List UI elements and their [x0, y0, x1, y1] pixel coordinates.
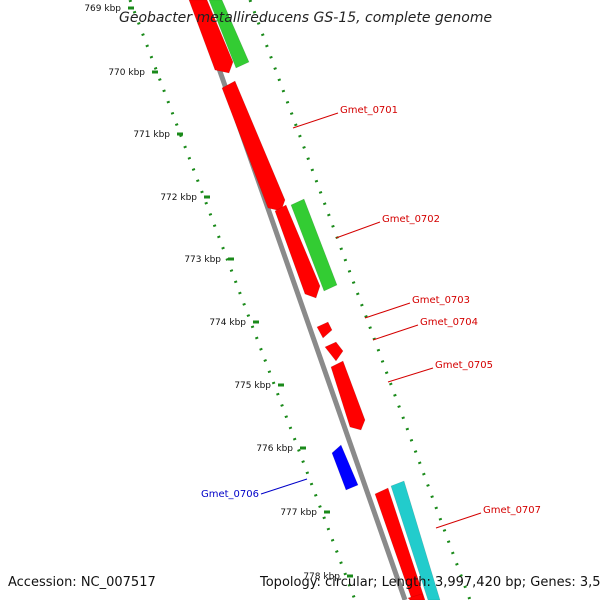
leader-line: [387, 367, 434, 383]
gene-label-text: Gmet_0703: [412, 295, 470, 306]
gene-label-text: Gmet_0702: [382, 214, 440, 225]
gene-arrow-forward: [330, 360, 366, 431]
gene-arrow-forward: [221, 80, 286, 212]
tick-label: 775 kbp: [234, 381, 271, 391]
gene-arrow-forward: [316, 321, 333, 339]
tick-label: 772 kbp: [160, 193, 197, 203]
leader-line: [292, 112, 339, 129]
gene-labels: Gmet_0701 Gmet_0702 Gmet_0703 Gmet_0704 Gmet…: [201, 105, 541, 529]
leader-line: [372, 324, 419, 341]
tick-label: 774 kbp: [209, 318, 246, 328]
genome-summary-text: Topology: circular; Length: 3,997,420 bp…: [260, 575, 600, 590]
genome-title: Geobacter metallireducens GS-15, complet…: [119, 10, 493, 26]
gene-label-gmet_0703[interactable]: Gmet_0703: [364, 295, 470, 319]
scale-ticks: 769 kbp 770 kbp 771 kbp 772 kbp 773 kbp 774 k…: [84, 4, 353, 582]
tick-label: 777 kbp: [280, 508, 317, 518]
gene-label-text: Gmet_0707: [483, 505, 541, 516]
gene-label-text: Gmet_0706: [201, 489, 259, 500]
gene-label-gmet_0707[interactable]: Gmet_0707: [435, 505, 541, 529]
gene-label-gmet_0704[interactable]: Gmet_0704: [372, 317, 478, 341]
leader-line: [435, 512, 482, 529]
gene-arrow-forward: [324, 341, 344, 362]
leader-line: [335, 221, 381, 239]
gene-arrow-forward: [188, 0, 234, 74]
tick-label: 770 kbp: [108, 68, 145, 78]
tick-label: 771 kbp: [133, 130, 170, 140]
leader-line: [364, 302, 411, 319]
gene-arrow-forward: [374, 487, 426, 600]
gene-label-gmet_0701[interactable]: Gmet_0701: [292, 105, 398, 129]
gene-label-text: Gmet_0704: [420, 317, 478, 328]
gene-label-gmet_0706[interactable]: Gmet_0706: [201, 478, 308, 500]
gene-label-text: Gmet_0701: [340, 105, 398, 116]
gene-arrow-forward: [407, 593, 424, 600]
cyan-feature: [390, 480, 441, 600]
tick-label: 776 kbp: [256, 444, 293, 454]
tick-label: 769 kbp: [84, 4, 121, 14]
accession-text: Accession: NC_007517: [8, 575, 156, 590]
gene-label-text: Gmet_0705: [435, 360, 493, 371]
inner-dotted-track: [128, 0, 357, 600]
green-feature: [290, 198, 338, 292]
gene-label-gmet_0705[interactable]: Gmet_0705: [387, 360, 493, 383]
gene-label-gmet_0702[interactable]: Gmet_0702: [335, 214, 440, 239]
gene-arrow-reverse: [331, 444, 359, 491]
green-feature: [208, 0, 250, 69]
tick-label: 773 kbp: [184, 255, 221, 265]
gene-arrow-forward: [274, 204, 321, 299]
leader-line: [260, 478, 308, 495]
tick-label: 778 kbp: [303, 572, 340, 582]
feature-track: [188, 0, 441, 600]
